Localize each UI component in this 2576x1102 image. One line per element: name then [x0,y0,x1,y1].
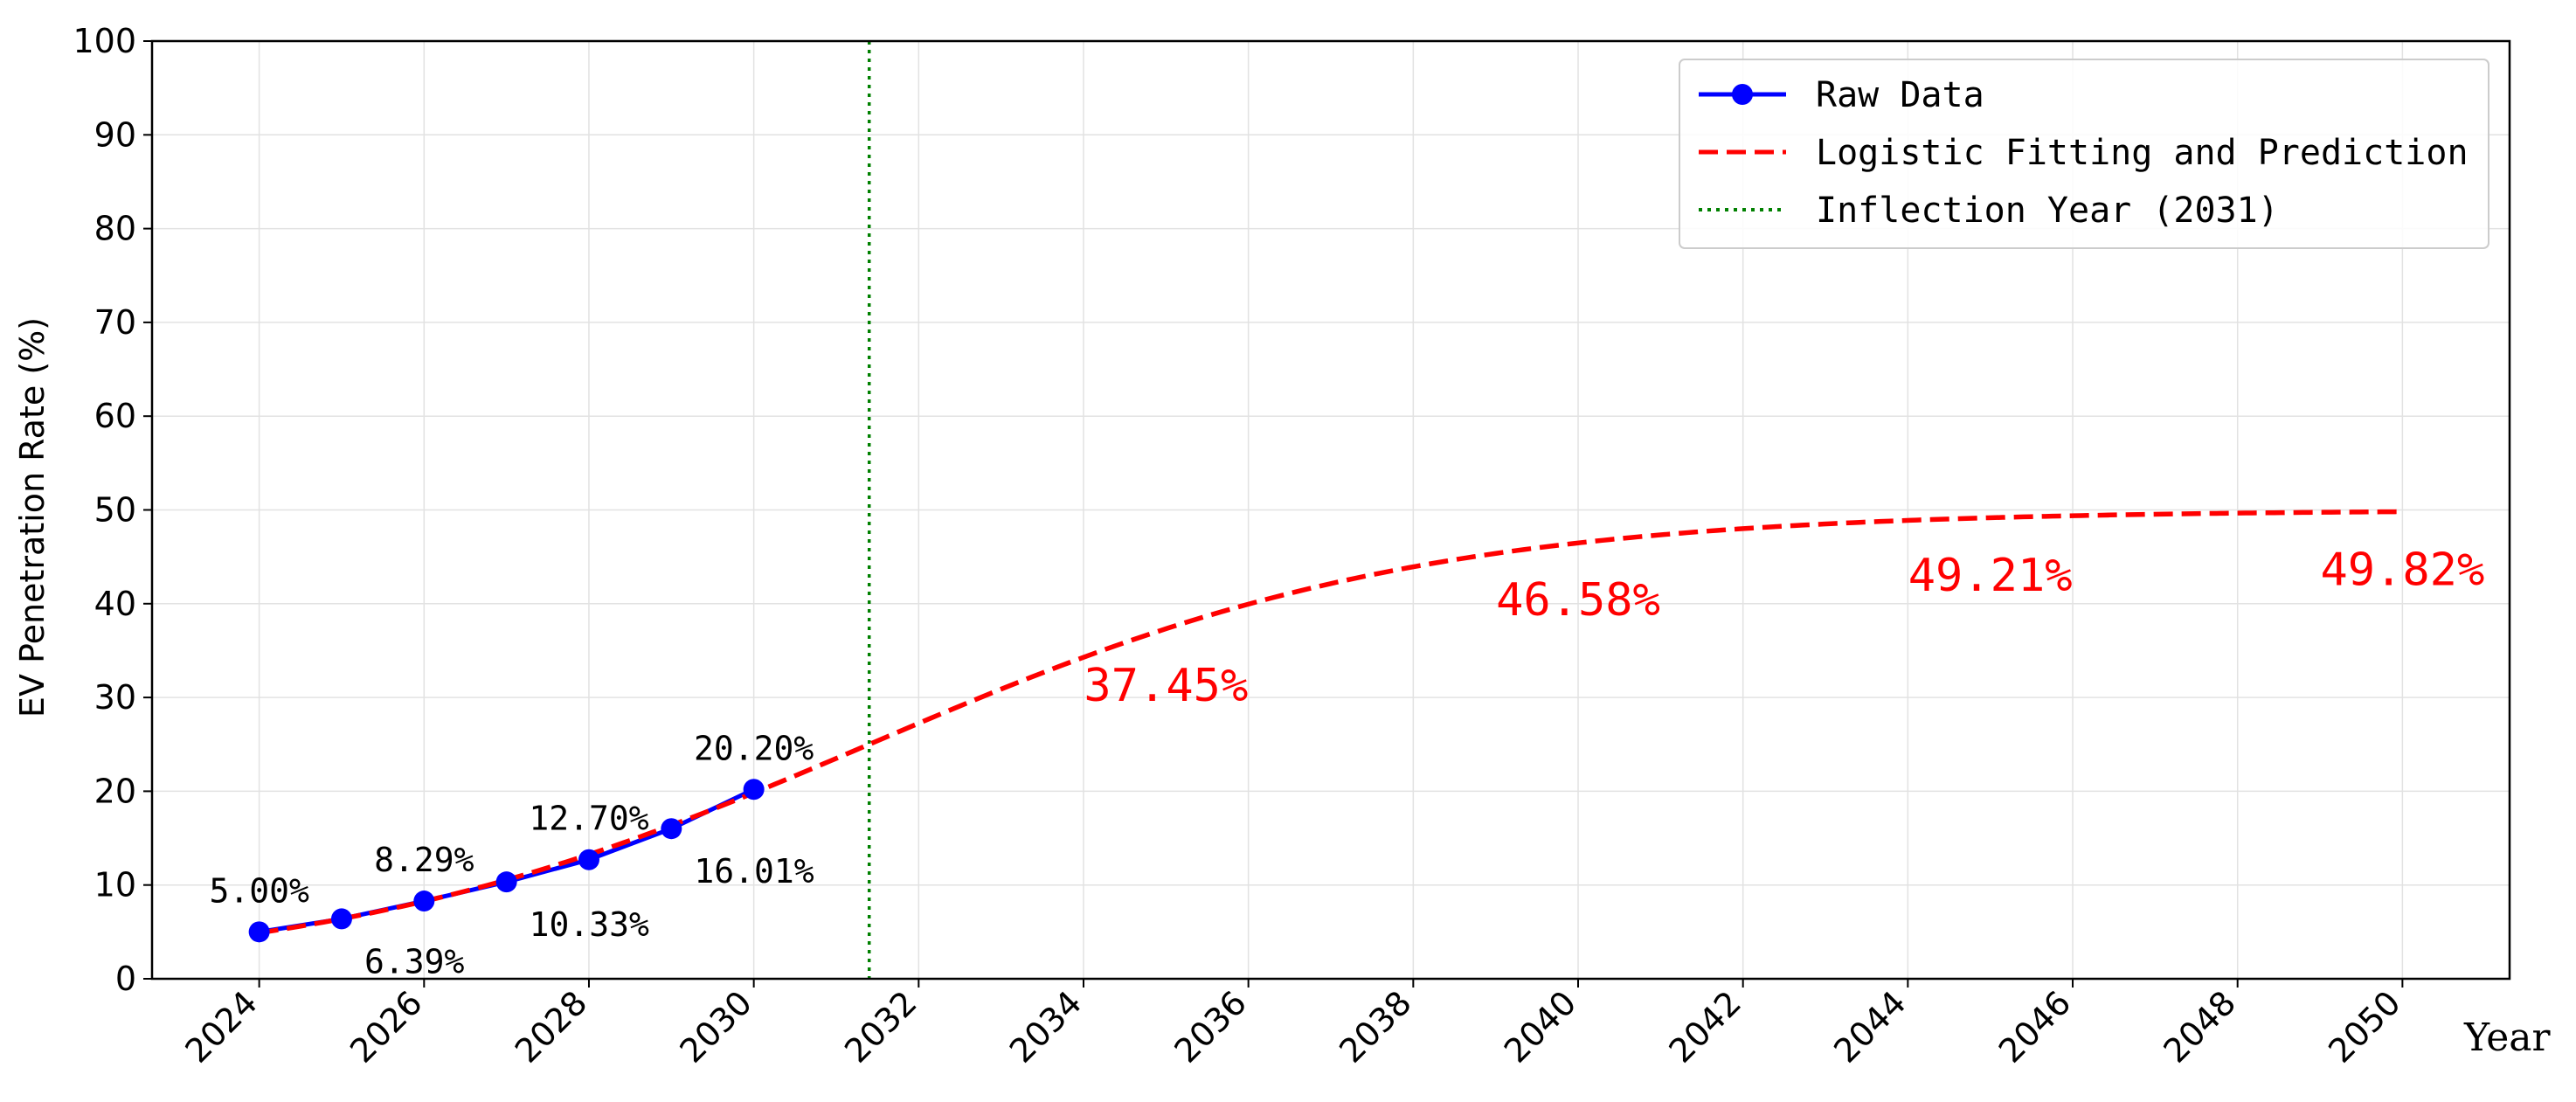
x-tick-label: 2034 [1002,983,1090,1071]
raw-data-point [661,818,682,840]
x-tick-label: 2036 [1167,983,1255,1071]
x-tick-label: 2028 [508,983,595,1071]
raw-data-label: 6.39% [364,942,465,981]
x-tick-label: 2038 [1332,983,1419,1071]
raw-data-label: 12.70% [529,800,648,838]
y-tick-label: 60 [94,397,136,435]
raw-data-point [330,908,352,930]
y-tick-label: 90 [94,115,136,154]
x-tick-label: 2032 [837,983,924,1071]
legend-label-logistic-fit: Logistic Fitting and Prediction [1816,133,2469,173]
y-tick-label: 100 [73,22,136,60]
y-tick-label: 10 [94,866,136,904]
raw-data-label: 16.01% [694,852,814,891]
legend-label-inflection-year: Inflection Year (2031) [1816,191,2279,231]
raw-data-label: 5.00% [209,871,309,910]
y-tick-label: 0 [115,960,136,998]
data-labels: 5.00% 6.39% 8.29% 10.33% 12.70% 16.01% 20.20% 3… [209,544,2484,981]
x-tick-label: 2050 [2321,983,2408,1071]
legend-item-logistic-fit: Logistic Fitting and Prediction [1699,133,2469,173]
legend-item-inflection-year: Inflection Year (2031) [1699,191,2279,231]
y-axis-title: EV Penetration Rate (%) [13,317,52,717]
raw-data-point [248,921,270,943]
logistic-fit-curve [259,509,2403,936]
raw-data-label: 10.33% [530,905,649,944]
raw-data-point [413,891,435,912]
x-tick-label: 2048 [2157,983,2244,1071]
legend-label-raw-data: Raw Data [1816,75,1984,115]
legend-box [1679,59,2489,249]
x-tick-label: 2046 [1991,983,2079,1071]
raw-data-point [578,849,599,870]
raw-data-point [495,871,517,893]
y-tick-label: 70 [94,303,136,342]
legend-item-raw-data: Raw Data [1699,75,1984,115]
x-tick-label: 2024 [177,983,265,1071]
x-tick-label: 2044 [1826,983,1914,1071]
series-layer [248,509,2403,943]
prediction-label: 37.45% [1084,660,1248,712]
raw-data-label: 8.29% [374,841,474,879]
x-tick-label: 2030 [673,983,760,1071]
y-tick-label: 80 [94,210,136,248]
x-tick-label: 2026 [343,983,430,1071]
x-tick-label: 2040 [1497,983,1584,1071]
prediction-label: 49.82% [2320,544,2484,596]
x-axis-title: Year [2463,1015,2551,1060]
legend: Raw Data Logistic Fitting and Prediction… [1679,59,2489,249]
prediction-label: 46.58% [1496,574,1660,627]
legend-raw-marker-icon [1732,84,1753,105]
prediction-label: 49.21% [1908,550,2073,602]
y-tick-label: 30 [94,678,136,717]
x-tick-label: 2042 [1662,983,1749,1071]
y-tick-label: 20 [94,772,136,810]
y-tick-label: 40 [94,585,136,623]
y-tick-label: 50 [94,491,136,530]
raw-data-point [743,779,765,801]
raw-data-label: 20.20% [694,729,814,767]
raw-data-line [259,787,755,934]
